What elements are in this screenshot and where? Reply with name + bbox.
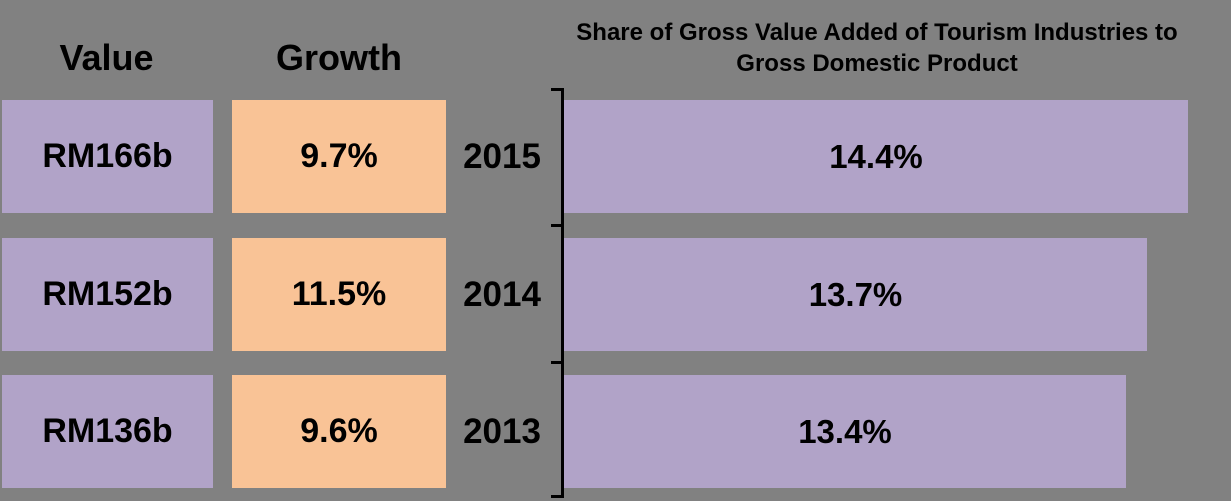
category-axis-line [561, 88, 564, 498]
year-label-2015: 2015 [463, 136, 541, 176]
value-column-header: Value [59, 37, 154, 78]
value-box-2013: RM136b [2, 375, 213, 488]
value-box-2014: RM152b [2, 238, 213, 351]
share-bar-2014: 13.7% [564, 238, 1147, 351]
growth-column-header: Growth [276, 37, 402, 78]
axis-tick [551, 224, 564, 227]
growth-box-2013: 9.6% [232, 375, 446, 488]
growth-box-2014: 11.5% [232, 238, 446, 351]
chart-title: Share of Gross Value Added of Tourism In… [576, 19, 1178, 77]
axis-tick [551, 88, 564, 91]
share-bar-2013: 13.4% [564, 375, 1126, 488]
year-label-2013: 2013 [463, 411, 541, 451]
share-bar-2015: 14.4% [564, 100, 1188, 213]
axis-tick [551, 495, 564, 498]
year-label-2014: 2014 [463, 274, 541, 314]
bar-value-label: 13.7% [808, 275, 903, 313]
bar-value-label: 14.4% [829, 137, 923, 175]
value-box-2015: RM166b [2, 100, 213, 213]
bar-value-label: 13.4% [798, 412, 892, 450]
growth-box-2015: 9.7% [232, 100, 446, 213]
axis-tick [551, 361, 564, 364]
